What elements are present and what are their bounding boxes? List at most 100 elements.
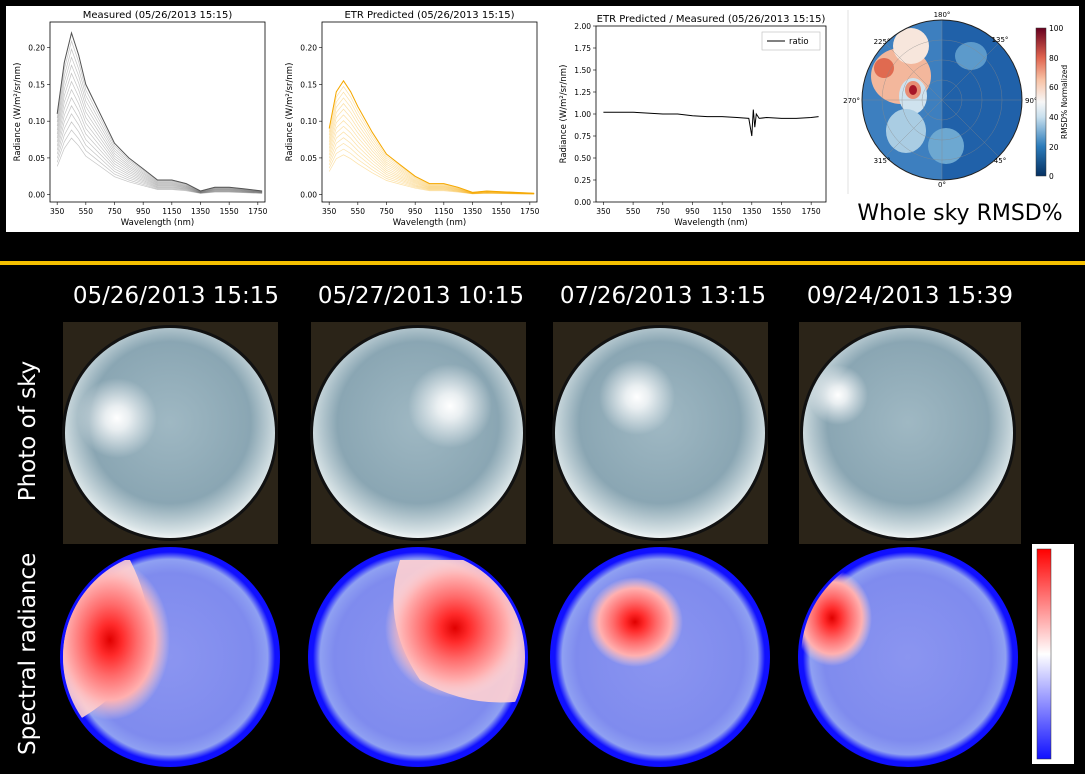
x-tick-label: 1350 (742, 207, 761, 216)
y-tick-label: 1.00 (574, 110, 591, 119)
x-tick-label: 1350 (191, 207, 210, 216)
x-tick-label: 950 (136, 207, 151, 216)
timestamp-2: 05/27/2013 10:15 (317, 283, 525, 309)
etr-predicted-chart: ETR Predicted (05/26/2013 15:15) 350 550 75… (285, 10, 540, 228)
timestamp-4: 09/24/2013 15:39 (806, 283, 1014, 309)
chart-title: ETR Predicted / Measured (05/26/2013 15:… (597, 14, 826, 25)
x-tick-label: 750 (656, 207, 671, 216)
timestamp-3: 07/26/2013 13:15 (559, 283, 767, 309)
x-tick-label: 1550 (772, 207, 791, 216)
colorbar-tick-100: 100 (1049, 24, 1064, 33)
colorbar-tick-0: 0 (1049, 172, 1054, 181)
spectrum-line (56, 88, 263, 193)
radiance-map-2 (308, 547, 528, 767)
x-tick-label: 1150 (713, 207, 732, 216)
y-tick-label: 0.05 (28, 154, 45, 163)
x-tick-label: 1350 (463, 207, 482, 216)
colorbar-tick-80: 80 (1049, 54, 1059, 63)
y-tick-label: 0.75 (574, 132, 591, 141)
radiance-map-4 (798, 547, 1018, 767)
y-tick-label: 2.00 (574, 22, 591, 31)
polar-angle-180: 180° (934, 11, 951, 19)
chart-title: ETR Predicted (05/26/2013 15:15) (344, 10, 514, 21)
legend-box (761, 31, 821, 51)
x-tick-label: 1550 (220, 207, 239, 216)
radiance-map-3 (550, 547, 770, 767)
y-tick-label: 0.15 (28, 80, 45, 89)
spectrum-line (328, 142, 535, 195)
chart-title: Measured (05/26/2013 15:15) (83, 10, 233, 21)
spectrum-line (56, 64, 263, 193)
plot-frame (595, 25, 827, 203)
x-axis-label: Wavelength (nm) (393, 218, 466, 228)
x-tick-label: 750 (107, 207, 122, 216)
spectrum-line (56, 105, 263, 193)
x-tick-label: 1750 (520, 207, 539, 216)
spectrum-line (56, 80, 263, 193)
series-line (56, 31, 263, 192)
spectrum-line (328, 148, 535, 195)
x-tick-label: 550 (79, 207, 94, 216)
ratio-chart: ETR Predicted / Measured (05/26/2013 15:… (559, 14, 827, 228)
plot-frame (49, 21, 266, 203)
spectrum-line (56, 48, 263, 192)
colorbar-tick-20: 20 (1049, 143, 1059, 152)
x-tick-label: 550 (626, 207, 641, 216)
y-tick-label: 0.20 (300, 44, 317, 53)
spectrum-line (328, 120, 535, 195)
spectrum-line (56, 137, 263, 194)
sky-photo-4 (799, 322, 1021, 544)
polar-angle-0: 0° (938, 181, 946, 189)
y-tick-label: 0.10 (300, 117, 317, 126)
y-tick-label: 0.20 (28, 44, 45, 53)
spectrum-line (328, 114, 535, 194)
spectrum-line (56, 56, 263, 192)
legend-label: ratio (789, 37, 809, 47)
plot-frame (321, 21, 538, 203)
y-axis-label: Radiance (W/m²/sr/nm) (285, 63, 295, 162)
x-tick-label: 350 (322, 207, 337, 216)
measured-chart: Measured (05/26/2013 15:15) 350 550 750 950 1… (13, 10, 268, 228)
section-divider (0, 261, 1085, 265)
y-tick-label: 0.00 (28, 191, 45, 200)
top-charts: Measured (05/26/2013 15:15) 350 550 750 950 1… (13, 10, 1069, 228)
sky-photo-1 (62, 322, 278, 544)
x-tick-label: 950 (408, 207, 423, 216)
spectrum-line (328, 125, 535, 195)
y-tick-label: 0.50 (574, 154, 591, 163)
y-tick-label: 0.15 (300, 80, 317, 89)
y-tick-label: 0.00 (300, 191, 317, 200)
x-tick-label: 350 (596, 207, 611, 216)
x-tick-label: 1150 (162, 207, 181, 216)
x-axis-label: Wavelength (nm) (121, 218, 194, 228)
spectrum-line (328, 137, 535, 195)
x-tick-label: 1750 (248, 207, 267, 216)
spectrum-line (328, 103, 535, 194)
y-tick-label: 1.25 (574, 88, 591, 97)
spectrum-line (328, 108, 535, 194)
polar-angle-270: 270° (843, 97, 860, 105)
colorbar-title: RMSD% Normalized (1060, 65, 1069, 139)
polar-angle-315: 315° (874, 157, 891, 165)
x-tick-label: 750 (379, 207, 394, 216)
x-tick-label: 1150 (434, 207, 453, 216)
sky-photo-3 (552, 322, 768, 544)
series-line (603, 109, 819, 137)
y-axis-label: Radiance (W/m²/sr/nm) (13, 63, 23, 162)
colorbar-tick-60: 60 (1049, 83, 1059, 92)
polar-angle-135: 135° (992, 36, 1009, 44)
whole-sky-caption: Whole sky RMSD% (857, 201, 1062, 226)
spectrum-line (56, 72, 263, 193)
x-tick-label: 350 (50, 207, 65, 216)
y-axis-label: Radiance (W/m²/sr/nm) (559, 65, 569, 164)
radiance-map-1 (60, 547, 280, 767)
spectrum-line (328, 154, 535, 195)
y-tick-label: 0.25 (574, 176, 591, 185)
y-tick-label: 0.00 (574, 198, 591, 207)
x-tick-label: 550 (351, 207, 366, 216)
sky-photo-2 (310, 322, 526, 544)
polar-angle-90: 90° (1025, 97, 1037, 105)
y-tick-label: 0.05 (300, 154, 317, 163)
x-tick-label: 1750 (802, 207, 821, 216)
